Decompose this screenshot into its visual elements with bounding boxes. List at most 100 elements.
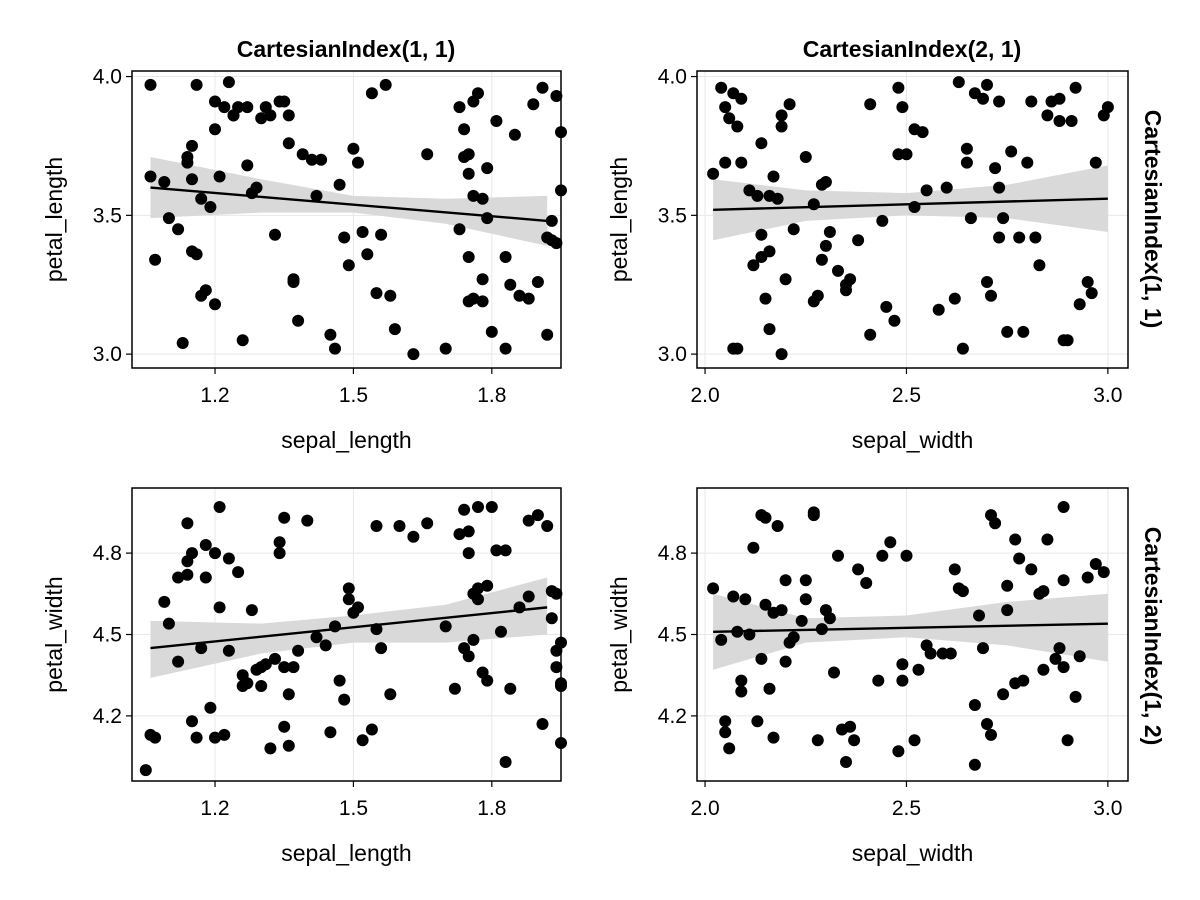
data-point [747, 541, 760, 554]
data-point [993, 95, 1006, 108]
data-point [149, 731, 162, 744]
data-point [499, 756, 512, 768]
data-point [997, 212, 1010, 225]
data-point [264, 109, 277, 122]
panel-1: 1.2 1.5 1.8 3.0 3.5 4.0 sepal_length petal_leng… [41, 66, 567, 453]
data-point [550, 237, 563, 250]
data-point [811, 734, 824, 747]
data-point [823, 612, 836, 625]
data-point [755, 228, 768, 241]
data-point [763, 682, 776, 695]
data-point [186, 173, 198, 186]
data-point [779, 574, 792, 587]
data-point [968, 699, 981, 711]
data-point [329, 342, 341, 355]
data-point [944, 647, 957, 660]
data-point [795, 614, 808, 627]
axis-frame [696, 70, 1129, 369]
data-point [269, 652, 281, 665]
data-point [536, 718, 549, 730]
data-point [707, 582, 720, 595]
data-point [342, 259, 355, 272]
data-point [352, 601, 364, 614]
data-point [476, 273, 489, 286]
x-tick-label: 1.5 [339, 797, 368, 820]
data-point [1053, 642, 1066, 655]
x-tick-label: 2.5 [892, 384, 921, 407]
x-tick-label: 3.0 [1093, 384, 1122, 407]
data-point [787, 223, 800, 236]
data-point [989, 162, 1002, 175]
data-point [149, 253, 162, 266]
data-point [735, 674, 748, 687]
data-point [407, 348, 420, 361]
data-point [852, 563, 865, 576]
data-point [181, 517, 194, 530]
data-point [1037, 585, 1050, 598]
data-point [222, 552, 235, 565]
data-point [287, 276, 300, 288]
data-point [735, 92, 748, 105]
data-point [731, 120, 744, 133]
data-point [190, 78, 203, 91]
data-point [545, 214, 558, 227]
data-point [896, 658, 909, 671]
data-point [365, 87, 378, 100]
data-point [892, 745, 905, 758]
data-point [536, 81, 549, 94]
data-point [1057, 501, 1070, 513]
data-point [832, 549, 844, 562]
x-tick-label: 1.2 [200, 797, 229, 820]
data-point [900, 148, 913, 161]
data-point [273, 547, 286, 560]
data-point [771, 192, 784, 205]
data-point [292, 644, 305, 657]
data-point [775, 348, 788, 361]
data-point [531, 509, 544, 522]
data-point [301, 514, 314, 527]
data-point [213, 601, 226, 614]
data-point [960, 156, 973, 169]
data-point [499, 251, 512, 263]
data-point [755, 652, 768, 665]
data-point [273, 536, 286, 549]
x-tick-label: 1.5 [339, 384, 368, 407]
data-point [324, 328, 337, 341]
data-point [186, 715, 198, 728]
data-point [462, 547, 475, 560]
data-point [144, 170, 157, 183]
data-point [727, 590, 740, 603]
data-point [1061, 734, 1074, 747]
data-point [811, 289, 824, 302]
data-point [476, 192, 489, 205]
data-point [222, 644, 235, 657]
data-point [462, 525, 475, 538]
data-point [255, 680, 268, 692]
data-point [490, 544, 503, 557]
data-point [218, 728, 231, 741]
y-tick-label: 3.0 [658, 343, 687, 366]
data-point [310, 189, 323, 202]
data-point [213, 501, 226, 513]
x-tick-label: 2.0 [690, 797, 719, 820]
data-point [162, 617, 175, 630]
data-point [872, 674, 885, 687]
data-point [920, 184, 933, 197]
data-point [531, 276, 544, 288]
data-point [176, 337, 189, 349]
data-point [852, 234, 865, 247]
data-point [476, 295, 489, 308]
data-point [384, 289, 397, 302]
data-point [495, 625, 507, 638]
data-point [439, 620, 452, 633]
y-tick-label: 4.0 [93, 66, 122, 89]
data-point [1001, 325, 1014, 338]
data-point [1089, 558, 1102, 570]
data-point [172, 223, 185, 236]
data-point [1081, 571, 1094, 584]
data-point [1025, 95, 1038, 108]
data-point [181, 568, 194, 581]
y-axis-label: petal_length [606, 157, 632, 282]
